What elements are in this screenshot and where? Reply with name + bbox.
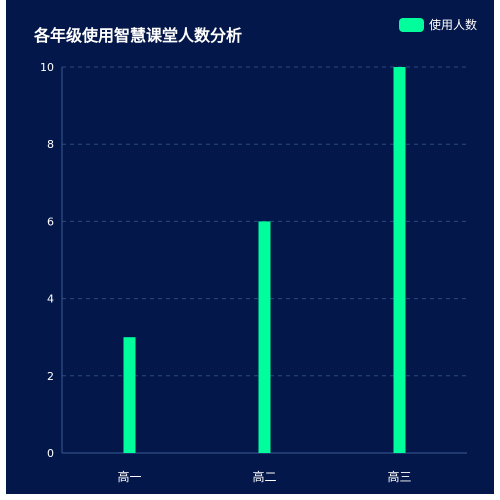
x-tick-label: 高二 [252,469,276,484]
chart-panel: 各年级使用智慧课堂人数分析 使用人数 [6,0,494,494]
x-tick-label: 高三 [387,469,411,484]
bar [123,337,136,453]
y-tick-label: 2 [47,370,54,383]
legend-swatch [399,17,424,32]
chart-title: 各年级使用智慧课堂人数分析 [34,26,243,45]
y-tick-label: 4 [47,293,54,306]
bar [393,67,406,453]
bar [258,221,271,453]
y-tick-label: 10 [40,61,54,74]
y-tick-label: 0 [47,447,54,460]
x-tick-label: 高一 [117,469,141,484]
legend[interactable]: 使用人数 [399,16,477,33]
legend-label: 使用人数 [429,18,478,32]
y-tick-label: 6 [47,215,54,228]
y-tick-label: 8 [47,138,54,151]
